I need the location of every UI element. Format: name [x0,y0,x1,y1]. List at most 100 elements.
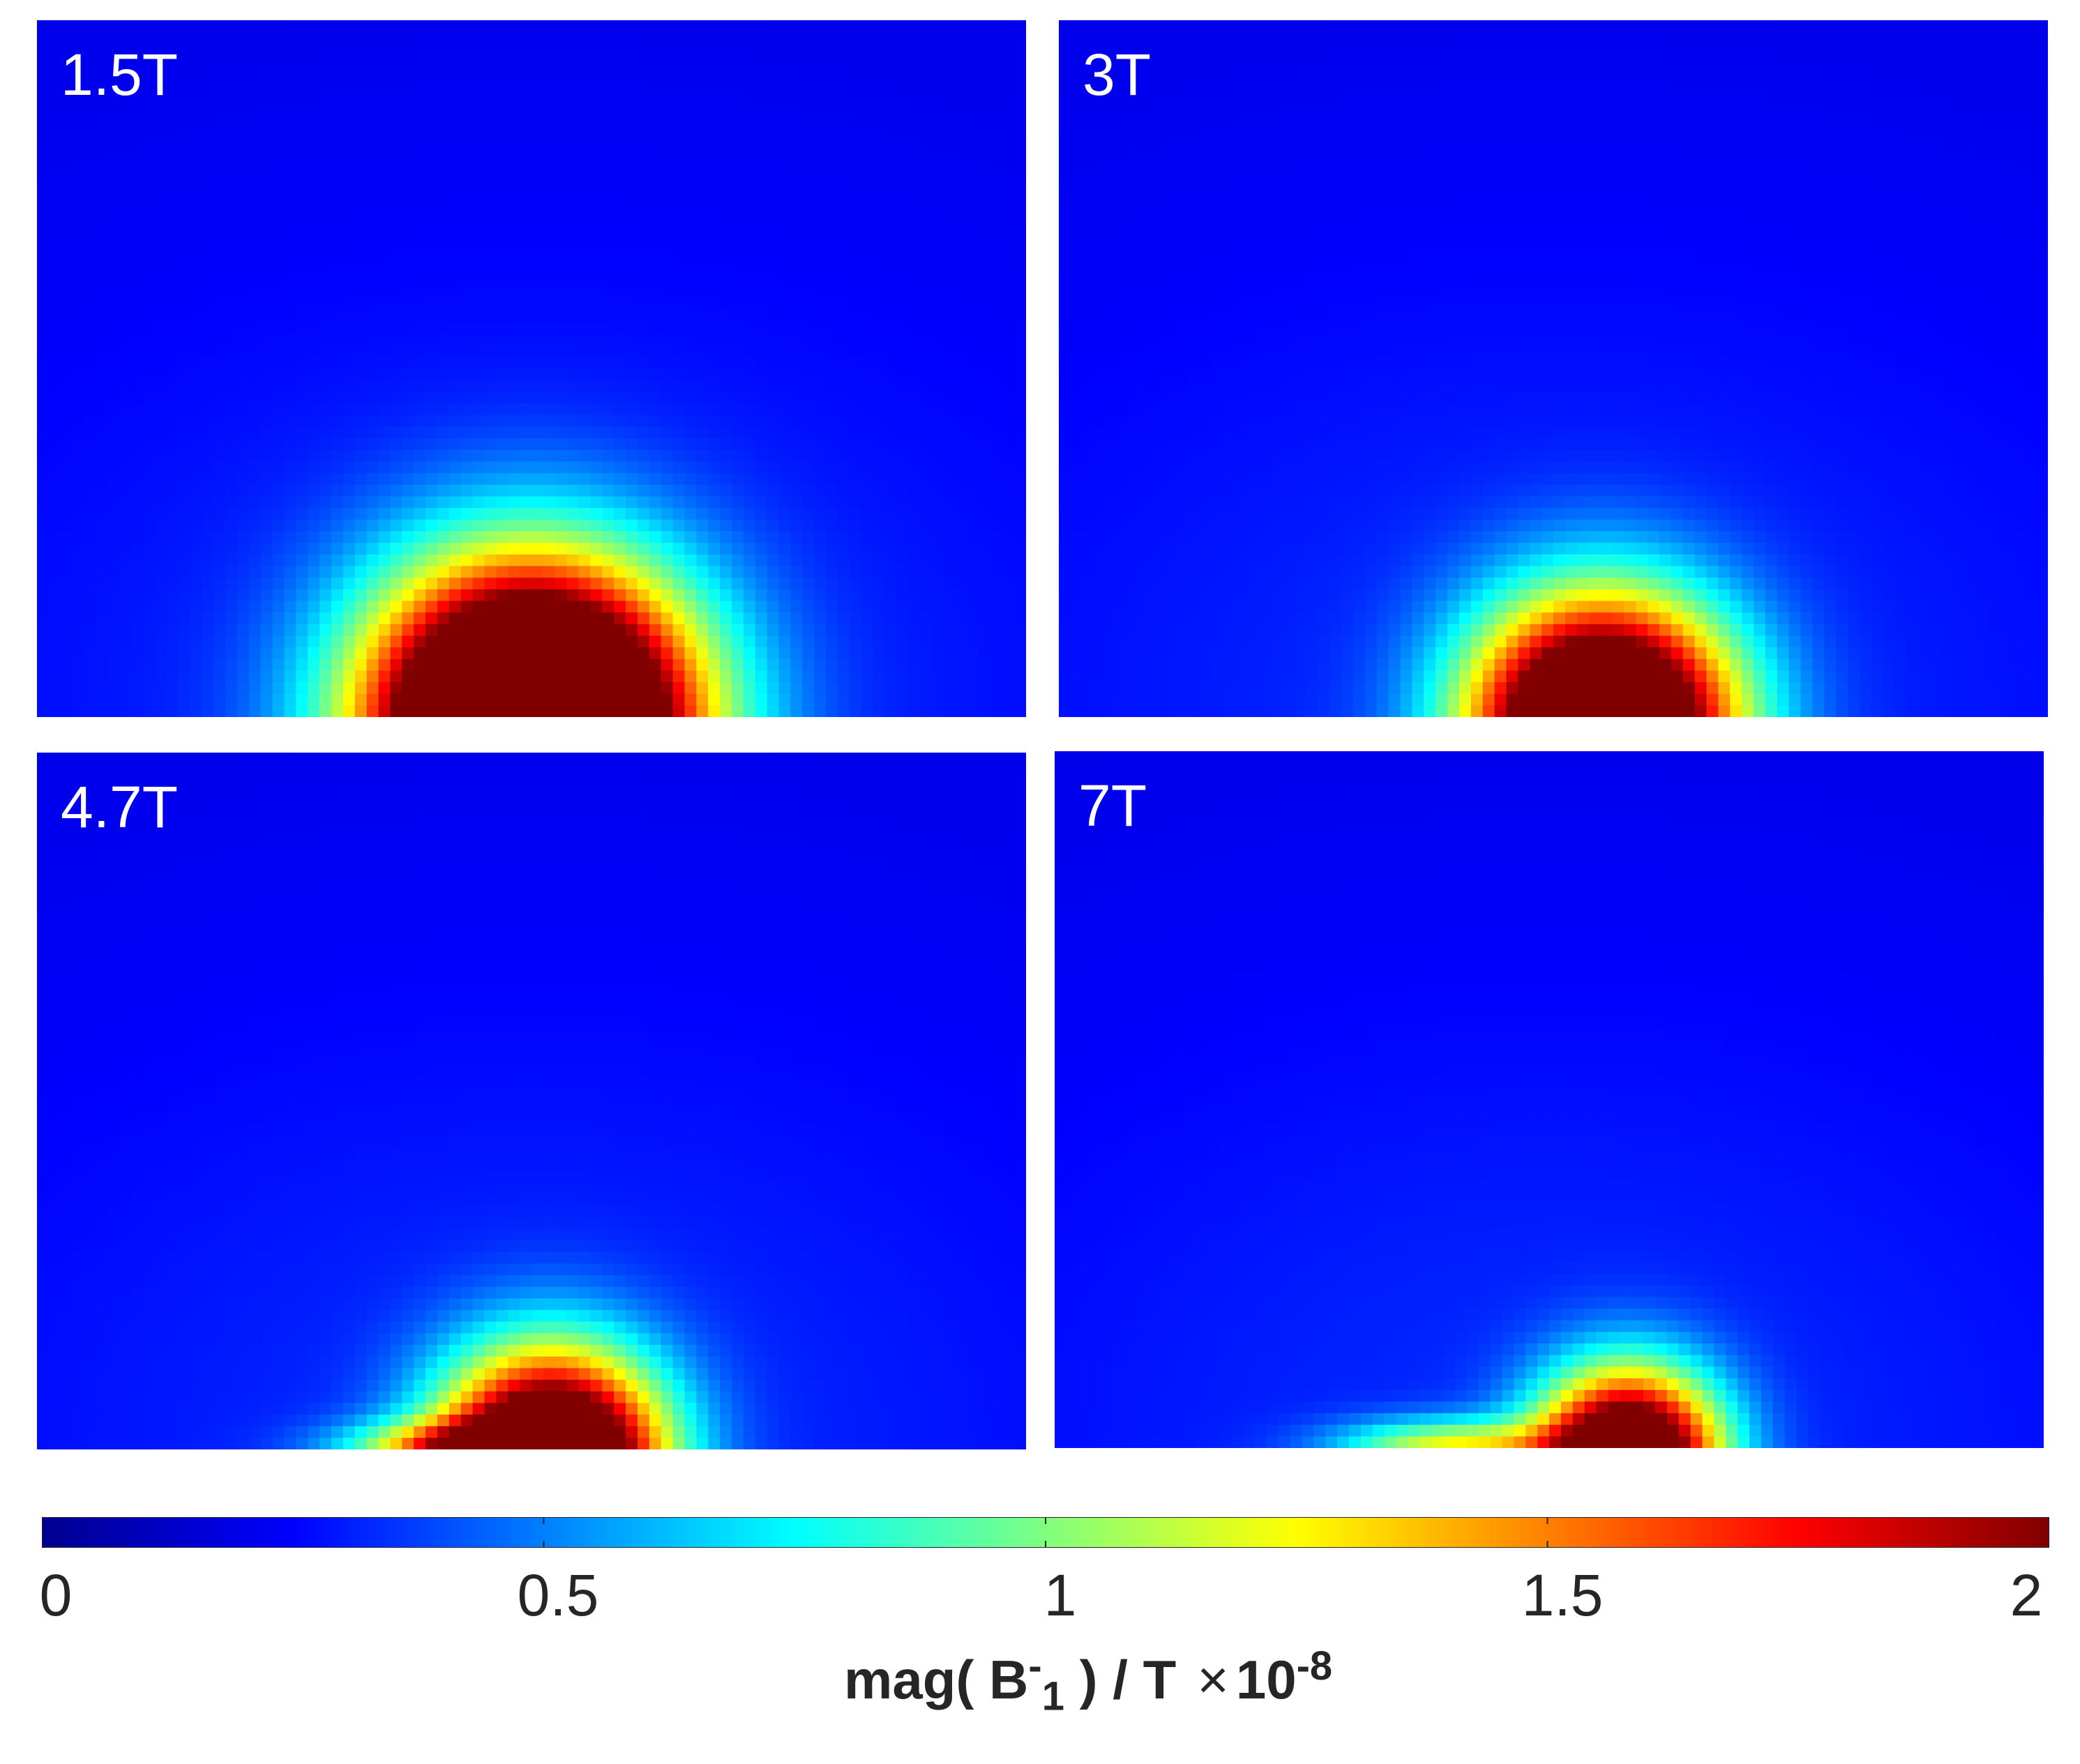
heatmap-cell [908,113,921,126]
heatmap-cell [861,403,874,416]
heatmap-cell [425,264,438,276]
heatmap-cell [661,635,674,648]
heatmap-cell [248,601,262,613]
heatmap-cell [696,670,709,683]
heatmap-cell [578,391,591,405]
heatmap-cell [802,612,815,625]
heatmap-cell [696,20,709,33]
heatmap-cell [602,356,615,370]
heatmap-cell [84,54,96,68]
heatmap-cell [684,415,697,428]
heatmap-cell [979,461,991,474]
heatmap-cell [272,194,285,206]
heatmap-cell [578,206,591,218]
heatmap-cell [920,148,933,160]
heatmap-cell [696,403,709,416]
heatmap-cell [943,380,956,393]
heatmap-cell [778,508,791,520]
heatmap-cell [248,682,262,695]
heatmap-cell [236,322,250,335]
heatmap-cell [284,159,296,172]
heatmap-cell [873,508,886,520]
heatmap-cell [296,66,308,79]
heatmap-cell [284,241,296,253]
heatmap-cell [931,589,944,602]
heatmap-cell [213,78,226,91]
heatmap-cell [342,276,356,288]
heatmap-cell [543,682,556,695]
heatmap-cell [142,264,156,276]
heatmap-cell [225,450,238,462]
heatmap-cell [414,693,426,706]
heatmap-cell [107,601,120,613]
heatmap-cell [649,450,662,462]
heatmap-cell [460,485,474,497]
heatmap-cell [437,89,450,103]
heatmap-cell [578,345,591,358]
heatmap-cell [107,519,120,532]
heatmap-cell [555,183,568,195]
heatmap-cell [319,310,332,323]
heatmap-cell [84,241,96,253]
heatmap-cell [496,148,508,160]
heatmap-cell [908,496,921,508]
heatmap-cell [555,380,568,393]
heatmap-cell [354,20,368,33]
heatmap-cell [767,450,780,462]
heatmap-cell [190,171,202,183]
heatmap-cell [708,578,721,590]
heatmap-cell [508,148,520,160]
heatmap-cell [319,287,332,300]
heatmap-cell [378,31,391,44]
heatmap-cell [602,624,615,637]
heatmap-cell [896,101,909,114]
heatmap-cell [1014,229,1026,241]
heatmap-cell [119,658,132,671]
heatmap-cell [37,66,50,79]
heatmap-cell [578,519,591,532]
heatmap-cell [602,136,615,149]
heatmap-cell [708,345,721,358]
heatmap-cell [190,206,202,218]
heatmap-cell [84,438,96,451]
heatmap-cell [755,473,768,485]
heatmap-cell [96,682,108,695]
heatmap-cell [284,670,296,683]
heatmap-cell [696,287,709,300]
heatmap-cell [896,78,909,91]
heatmap-cell [178,241,191,253]
heatmap-cell [861,356,874,370]
heatmap-cell [649,554,662,567]
heatmap-cell [202,578,214,590]
heatmap-cell [790,206,803,218]
heatmap-cell [626,299,638,311]
heatmap-cell [720,578,732,590]
heatmap-cell [896,682,909,695]
heatmap-cell [460,299,474,311]
heatmap-cell [967,670,980,683]
heatmap-cell [402,705,414,717]
heatmap-cell [661,322,674,335]
heatmap-cell [543,356,556,370]
heatmap-cell [390,322,402,335]
heatmap-cell [684,612,697,625]
heatmap-cell [696,194,709,206]
heatmap-cell [460,450,474,462]
heatmap-cell [354,485,368,497]
heatmap-cell [873,20,886,33]
heatmap-cell [755,194,768,206]
heatmap-cell [1002,31,1015,44]
heatmap-cell [849,43,862,56]
heatmap-cell [354,252,368,265]
heatmap-cell [154,136,167,149]
heatmap-cell [1014,693,1026,706]
heatmap-cell [425,485,438,497]
heatmap-cell [861,531,874,543]
heatmap-cell [260,356,273,370]
heatmap-cell [84,391,96,405]
heatmap-cell [1014,333,1026,346]
heatmap-cell [236,601,250,613]
heatmap-cell [296,43,308,56]
heatmap-cell [626,391,638,405]
heatmap-cell [649,20,662,33]
